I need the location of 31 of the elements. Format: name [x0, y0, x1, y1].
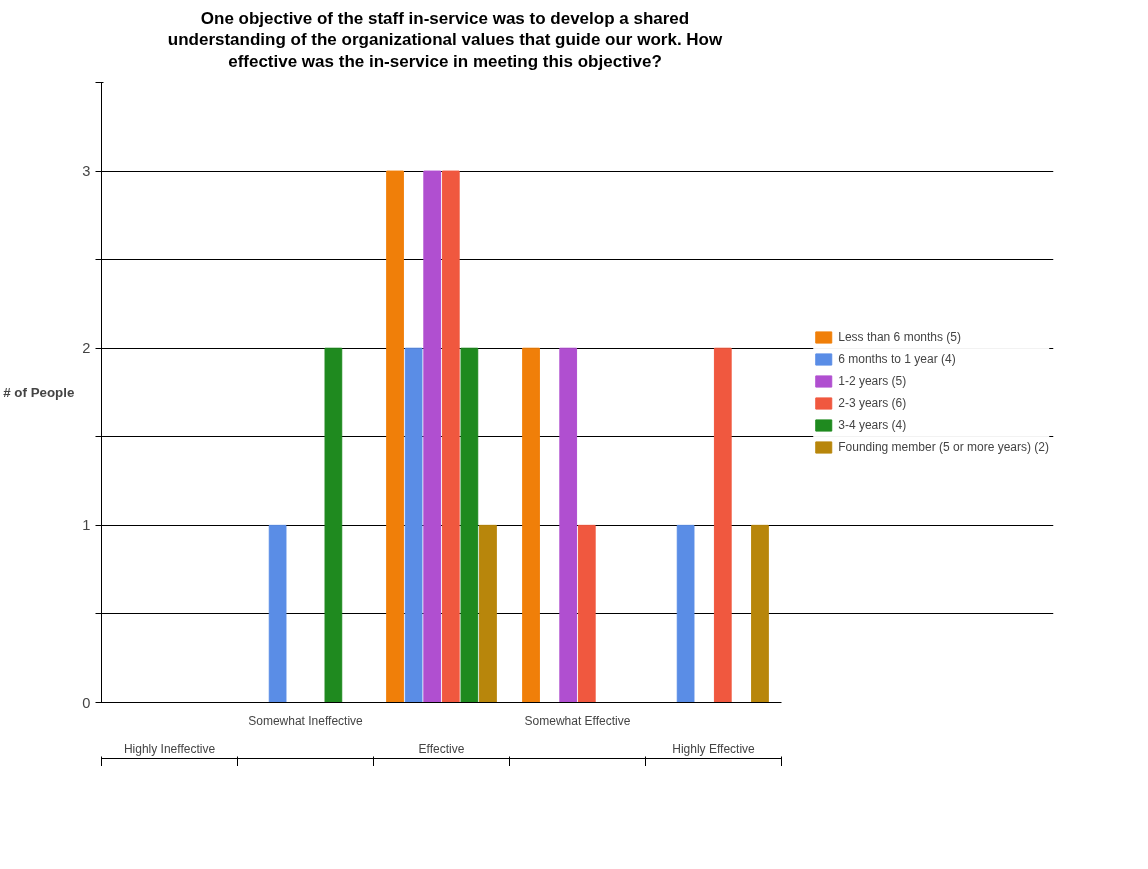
- bar: [479, 524, 497, 703]
- bar: [404, 347, 423, 703]
- legend-label: 6 months to 1 year (4): [838, 351, 956, 366]
- bar: [423, 170, 442, 703]
- bar: [386, 170, 404, 703]
- legend-label: 3-4 years (4): [838, 417, 907, 432]
- bar: [268, 524, 287, 703]
- bar: [676, 524, 695, 703]
- bar: [559, 347, 578, 703]
- x-tick-label: Effective: [418, 741, 465, 756]
- legend-label: Founding member (5 or more years) (2): [838, 439, 1049, 454]
- bar: [713, 347, 732, 703]
- y-tick-label: 0: [82, 694, 91, 711]
- x-tick-label: Somewhat Effective: [524, 713, 631, 728]
- x-tick-label: Somewhat Ineffective: [248, 713, 364, 728]
- bar: [324, 347, 343, 703]
- bar: [460, 347, 479, 703]
- x-tick-label: Highly Ineffective: [123, 741, 216, 756]
- legend-label: Less than 6 months (5): [838, 329, 961, 344]
- chart-title: One objective of the staff in-service was to develop a shared understanding of the organizational values that guide our work. How effective was the in-service in meeting this objective?: [167, 8, 723, 72]
- legend-label: 1-2 years (5): [838, 373, 907, 388]
- y-tick-label: 3: [82, 162, 91, 179]
- x-tick-label: Highly Effective: [672, 741, 756, 756]
- y-tick-label: 2: [82, 339, 91, 356]
- bar: [522, 347, 540, 703]
- y-axis-title: # of People: [3, 384, 75, 400]
- bar: [577, 524, 596, 703]
- legend-label: 2-3 years (6): [838, 395, 907, 410]
- y-tick-label: 1: [82, 517, 91, 534]
- bar: [441, 170, 460, 703]
- bar: [751, 524, 769, 703]
